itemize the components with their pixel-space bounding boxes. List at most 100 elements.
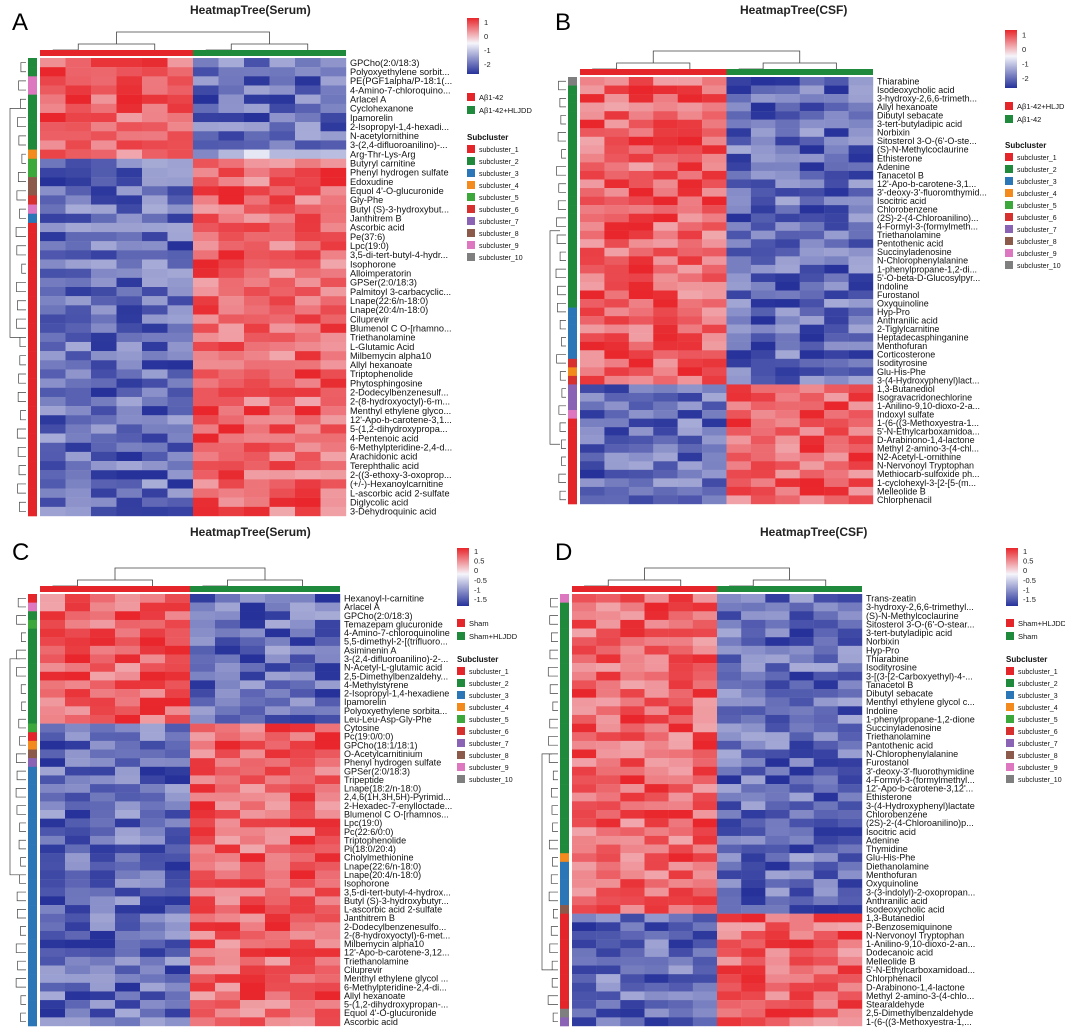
heatmap-cell [572, 930, 597, 940]
heatmap-cell [837, 594, 863, 603]
heatmap-cell [40, 896, 66, 906]
heatmap-cell [628, 461, 654, 471]
heatmap-cell [320, 177, 347, 187]
heatmap-cell [799, 461, 825, 471]
heatmap-cell [572, 792, 597, 802]
heatmap-cell [142, 314, 168, 324]
heatmap-cell [320, 58, 347, 68]
heatmap-cell [167, 140, 194, 150]
heatmap-cell [572, 697, 597, 707]
heatmap-cell [668, 740, 694, 750]
heatmap-cell [717, 827, 742, 837]
heatmap-cell [315, 810, 341, 819]
row-label: Janthitrem B [344, 913, 395, 923]
heatmap-cell [604, 77, 630, 86]
heatmap-cell [775, 350, 800, 360]
heatmap-cell [620, 810, 645, 819]
heatmap-cell [295, 341, 321, 352]
heatmap-cell [702, 290, 727, 300]
heatmap-cell [604, 333, 630, 342]
heatmap-cell [142, 232, 168, 242]
row-label: (2S)-2-(4-Chloroanilino)... [877, 213, 979, 223]
row-label: Tanacetol B [877, 170, 924, 180]
heatmap-cell [837, 896, 863, 906]
heatmap-cell [91, 67, 117, 77]
row-subcluster-mark [560, 991, 569, 1001]
colorbar-tick-label: 1 [1023, 547, 1027, 556]
row-label: 2,5-Dimethylbenzaldehy... [344, 671, 448, 681]
heatmap-cell [320, 140, 347, 150]
heatmap-cell [653, 316, 678, 325]
heatmap-cell [115, 680, 141, 690]
heatmap-cell [677, 452, 703, 462]
heatmap-cell [40, 758, 66, 767]
heatmap-cell [644, 870, 669, 880]
row-label: Asiminenin A [344, 645, 397, 655]
legend-swatch [467, 93, 475, 101]
subcluster-swatch [467, 145, 475, 153]
heatmap-cell [717, 810, 742, 819]
subcluster-label: subcluster_7 [1018, 741, 1058, 748]
heatmap-cell [215, 645, 241, 655]
row-label: Butyl (S)-3-hydroxybutyr... [344, 896, 449, 906]
heatmap-cell [668, 706, 694, 716]
heatmap-cell [40, 732, 66, 742]
heatmap-cell [789, 680, 814, 690]
heatmap-cell [775, 119, 800, 129]
row-label: Lnape(20:4/n-18:0) [350, 305, 428, 315]
heatmap-cell [799, 435, 825, 445]
heatmap-cell [140, 766, 166, 776]
heatmap-cell [290, 671, 316, 681]
heatmap-cell [702, 247, 727, 257]
heatmap-cell [726, 205, 752, 214]
heatmap-cell [265, 775, 291, 785]
row-label: Thymidine [866, 844, 908, 854]
heatmap-cell [837, 801, 863, 811]
heatmap-cell [789, 827, 814, 837]
heatmap-cell [140, 905, 166, 914]
heatmap-cell [644, 654, 669, 664]
heatmap-cell [90, 827, 116, 837]
heatmap-cell [190, 853, 216, 863]
heatmap-cell [692, 758, 718, 767]
heatmap-cell [290, 619, 316, 629]
heatmap-cell [628, 307, 654, 317]
heatmap-cell [265, 853, 291, 863]
heatmap-cell [65, 378, 92, 388]
heatmap-cell [40, 360, 66, 370]
heatmap-cell [702, 94, 727, 103]
heatmap-cell [290, 784, 316, 793]
heatmap-cell [750, 85, 776, 95]
heatmap-cell [215, 861, 241, 871]
heatmap-cell [91, 461, 117, 471]
heatmap-cell [65, 195, 92, 205]
heatmap-cell [644, 784, 669, 793]
heatmap-cell [813, 775, 839, 785]
heatmap-cell [215, 637, 241, 647]
row-label: 3-hydroxy-2,6,6-trimeth... [877, 93, 977, 103]
row-label: Pantothenic acid [866, 740, 933, 750]
heatmap-cell [240, 956, 266, 966]
heatmap-cell [692, 835, 718, 845]
heatmap-cell [604, 85, 630, 95]
row-subcluster-mark [28, 186, 37, 196]
heatmap-cell [799, 401, 825, 411]
heatmap-cell [115, 1017, 141, 1027]
heatmap-cell [837, 1000, 863, 1009]
heatmap-cell [269, 360, 296, 370]
heatmap-cell [215, 792, 241, 802]
heatmap-cell [596, 801, 621, 811]
heatmap-cell [824, 136, 849, 146]
heatmap-cell [215, 810, 241, 819]
row-subcluster-mark [568, 239, 577, 249]
row-subcluster-mark [568, 435, 577, 445]
heatmap-cell [90, 611, 116, 621]
heatmap-cell [765, 749, 790, 759]
heatmap-cell [620, 905, 645, 914]
heatmap-cell [644, 671, 669, 681]
heatmap-cell [215, 982, 241, 992]
heatmap-cell [653, 350, 678, 360]
heatmap-cell [677, 444, 703, 453]
heatmap-cell [193, 415, 219, 425]
heatmap-cell [668, 671, 694, 681]
